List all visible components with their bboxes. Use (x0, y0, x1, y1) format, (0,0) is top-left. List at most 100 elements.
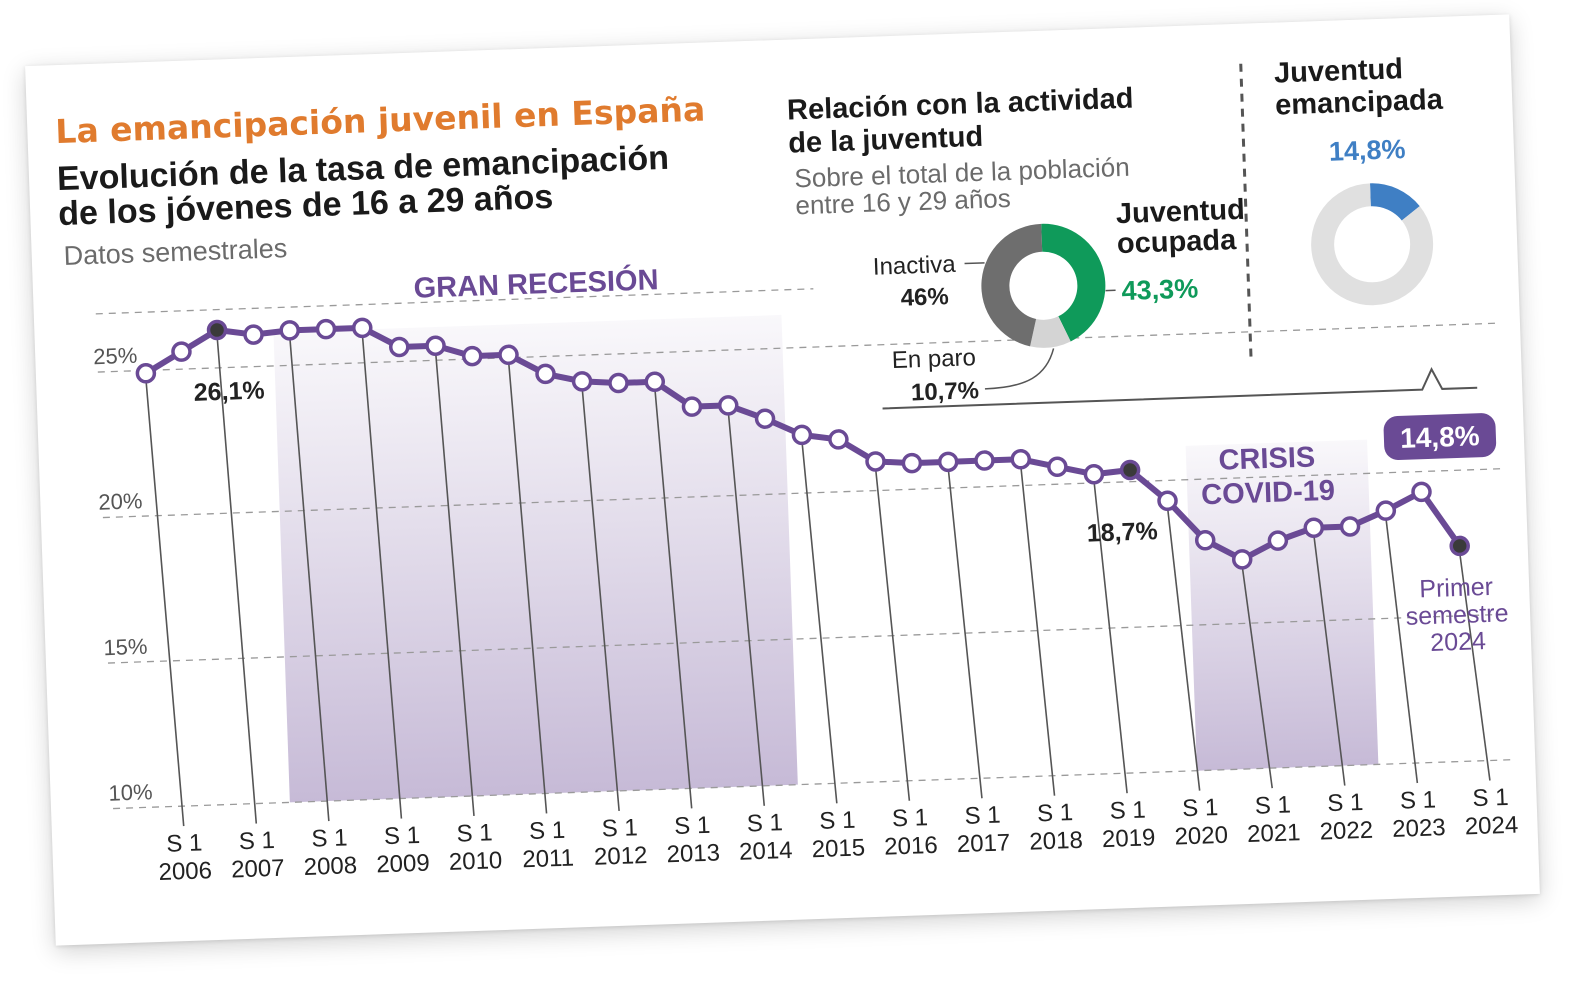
drop-line (1385, 519, 1419, 784)
series-point (243, 324, 264, 345)
x-tick-label: 2022 (1319, 817, 1373, 846)
series-point (644, 371, 666, 393)
callout-label: 14,8% (1400, 420, 1481, 454)
x-tick-label: S 1 (238, 827, 275, 855)
slice-leader (984, 348, 1055, 390)
x-tick-label: S 1 (746, 809, 783, 837)
x-tick-label: S 1 (1109, 797, 1146, 825)
drop-line (216, 338, 258, 824)
drop-line (875, 470, 911, 801)
drop-line (361, 336, 403, 819)
panel-title: emancipada (1275, 84, 1445, 122)
callout-label: 18,7% (1086, 517, 1158, 547)
drop-line (1241, 568, 1274, 789)
series-point (1449, 535, 1470, 557)
callout-label: 26,1% (193, 376, 265, 406)
drop-line (654, 390, 693, 809)
series-point (1339, 516, 1361, 537)
series-point (461, 345, 483, 367)
series-point (135, 363, 157, 384)
drop-line (1020, 468, 1056, 796)
drop-line (289, 339, 330, 822)
x-tick-label: 2016 (884, 832, 938, 861)
drop-line (1313, 536, 1346, 786)
shaded-period (1185, 439, 1379, 771)
series-point (681, 396, 703, 417)
x-tick-label: 2010 (448, 847, 502, 876)
panel-title: Relación con la actividad (787, 83, 1134, 127)
x-tick-label: S 1 (1037, 799, 1074, 827)
series-point (937, 451, 959, 473)
series-point (279, 320, 300, 341)
drop-line (1167, 509, 1201, 791)
gridlines: 10% 15% 20% 25% (93, 288, 1511, 810)
x-tick-label: 2009 (376, 850, 430, 879)
donut-slice (1370, 183, 1420, 221)
donut-slice (1030, 316, 1071, 348)
x-tick-label: 2017 (956, 829, 1010, 858)
x-tick-label: S 1 (529, 817, 566, 845)
callout-note: Primer (1419, 573, 1494, 604)
series-point (1411, 481, 1432, 503)
series-point (1375, 500, 1397, 521)
drop-line (727, 414, 766, 806)
y-tick-label: 10% (108, 779, 153, 806)
series-point (498, 344, 519, 366)
drop-line (145, 382, 185, 827)
series-point (352, 317, 373, 339)
x-tick-label: S 1 (601, 814, 638, 842)
series-point (1157, 490, 1178, 512)
band-label: COVID-19 (1201, 475, 1336, 512)
x-tick-label: S 1 (1327, 789, 1364, 817)
callout-badge (1383, 413, 1497, 461)
x-tick-label: 2021 (1247, 819, 1301, 848)
x-tick-label: S 1 (1254, 791, 1291, 819)
x-tick-label: S 1 (1399, 786, 1436, 814)
band-label: CRISIS (1218, 441, 1316, 476)
series-point (1119, 459, 1141, 481)
x-tick-label: S 1 (1472, 784, 1509, 812)
series-point (1010, 449, 1032, 470)
x-tick-label: S 1 (892, 804, 929, 832)
line-series (135, 317, 1470, 570)
series-point (608, 372, 629, 394)
x-tick-label: 2015 (811, 834, 865, 863)
slice-name: ocupada (1116, 224, 1237, 260)
chart-note: Datos semestrales (63, 233, 288, 271)
x-tick-label: S 1 (964, 802, 1001, 830)
panel-title: Juventud (1274, 53, 1404, 89)
infographic-svg: La emancipación juvenil en España Evoluc… (55, 53, 1519, 886)
series-point (1194, 530, 1216, 551)
x-tick-label: S 1 (311, 824, 348, 852)
series-point (1267, 530, 1289, 551)
gridline (95, 288, 814, 315)
series-point (828, 429, 849, 450)
series-point (425, 335, 446, 356)
series-point (1083, 463, 1105, 485)
panel-note: entre 16 y 29 años (795, 183, 1011, 220)
series-point (206, 319, 228, 341)
x-tick-label: 2020 (1174, 822, 1228, 851)
series-point (791, 424, 813, 446)
x-tick-label: 2012 (594, 842, 648, 871)
x-tick-label: 2011 (522, 845, 575, 874)
slice-leader (964, 262, 985, 265)
series-point (171, 341, 192, 362)
x-tick-label: S 1 (819, 807, 856, 835)
x-tick-label: 2007 (231, 855, 285, 884)
callout-note: semestre (1405, 599, 1509, 631)
slice-value: 14,8% (1328, 134, 1406, 167)
drop-lines (145, 336, 1491, 827)
panel-divider (1239, 63, 1253, 364)
x-tick-label: S 1 (456, 819, 493, 847)
slice-value: 46% (900, 283, 949, 312)
donut-slice (1041, 223, 1106, 342)
band-label: GRAN RECESIÓN (413, 262, 659, 305)
series-point (901, 452, 923, 474)
panel-title: de la juventud (788, 121, 984, 160)
x-tick-label: 2008 (303, 852, 357, 881)
bracket-line (882, 367, 1478, 410)
series-point (389, 336, 410, 358)
infographic-card: La emancipación juvenil en España Evoluc… (25, 14, 1540, 946)
